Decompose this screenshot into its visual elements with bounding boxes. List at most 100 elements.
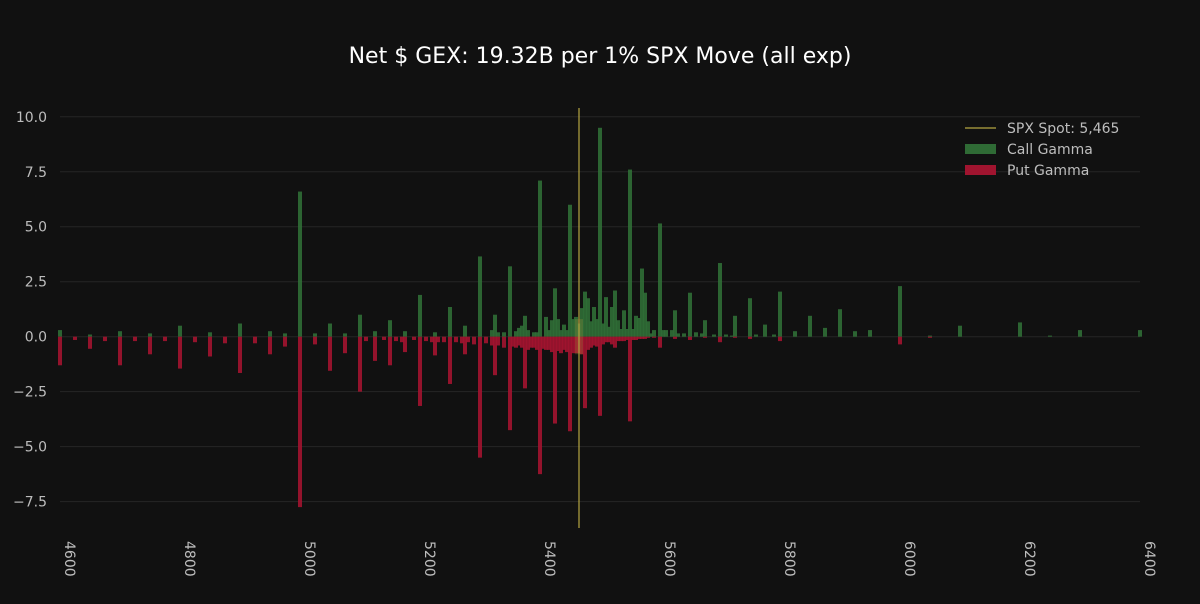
put-gamma-bar [547,336,551,350]
put-gamma-bar [613,336,617,348]
x-tick-label: 6200 [1021,541,1037,577]
call-gamma-bar [718,263,722,337]
put-gamma-bar [628,336,632,422]
put-gamma-bar [283,336,287,347]
call-gamma-bar [625,328,629,337]
put-gamma-bar [268,336,272,355]
call-gamma-bar [661,330,665,337]
call-gamma-bar [634,315,638,337]
call-gamma-bar [682,333,686,337]
put-gamma-bar [424,336,428,342]
call-gamma-bar [418,294,422,337]
call-gamma-bar [328,323,332,337]
put-gamma-bar [466,336,470,343]
call-gamma-bar [556,319,560,337]
call-gamma-bar [688,292,692,337]
call-gamma-bar [595,319,599,337]
call-gamma-bar [526,330,530,337]
call-gamma-bar [1138,330,1142,337]
legend-label: Put Gamma [1007,163,1089,179]
y-tick-label: −5.0 [13,440,47,456]
call-gamma-bar [496,332,500,337]
call-gamma-bar [631,328,635,337]
call-gamma-bar [463,325,467,337]
put-gamma-bar [529,336,533,348]
put-gamma-bar [394,336,398,342]
call-gamma-bar [568,204,572,337]
call-gamma-bar [544,316,548,337]
put-gamma-bar [523,336,527,389]
call-gamma-bar [772,334,776,337]
call-gamma-bar [619,328,623,337]
put-gamma-bar [553,336,557,424]
call-gamma-bar [616,320,620,337]
call-gamma-bar [703,320,707,337]
call-gamma-bar [343,333,347,337]
call-gamma-bar [793,331,797,337]
call-gamma-bar [649,333,653,337]
put-gamma-bar [589,336,593,348]
put-gamma-bar [178,336,182,369]
put-gamma-bar [565,336,569,353]
put-gamma-bar [778,336,782,342]
put-gamma-bar [418,336,422,406]
x-tick-label: 4800 [181,541,197,577]
call-gamma-bar [1018,322,1022,337]
call-gamma-bar [388,320,392,337]
call-gamma-bar [283,333,287,337]
bars [58,127,1142,508]
call-gamma-bar [520,325,524,337]
legend-call-swatch [965,144,996,154]
call-gamma-bar [700,333,704,337]
put-gamma-bar [688,336,692,340]
call-gamma-bar [613,290,617,337]
put-gamma-bar [490,336,494,346]
call-gamma-bar [823,327,827,337]
call-gamma-bar [403,331,407,337]
x-tick-label: 6400 [1141,541,1157,577]
call-gamma-bar [547,330,551,337]
put-gamma-bar [640,336,644,339]
put-gamma-bar [478,336,482,458]
put-gamma-bar [454,336,458,343]
put-gamma-bar [562,336,566,350]
call-gamma-bar [571,319,575,337]
call-gamma-bar [58,330,62,337]
call-gamma-bar [637,318,641,337]
put-gamma-bar [559,336,563,354]
call-gamma-bar [559,330,563,337]
call-gamma-bar [589,321,593,337]
put-gamma-bar [550,336,554,353]
call-gamma-bar [763,324,767,337]
put-gamma-bar [598,336,602,416]
call-gamma-bar [598,127,602,337]
put-gamma-bar [556,336,560,351]
put-gamma-bar [610,336,614,345]
call-gamma-bar [148,333,152,337]
call-gamma-bar [592,307,596,337]
put-gamma-bar [898,336,902,345]
put-gamma-bar [646,336,650,338]
call-gamma-bar [778,291,782,337]
call-gamma-bar [532,332,536,337]
legend-label: Call Gamma [1007,142,1093,158]
put-gamma-bar [748,336,752,339]
put-gamma-bar [568,336,572,432]
put-gamma-bar [607,336,611,343]
put-gamma-bar [733,336,737,338]
call-gamma-bar [928,335,932,337]
call-gamma-bar [490,330,494,337]
call-gamma-bar [1078,330,1082,337]
put-gamma-bar [118,336,122,366]
x-tick-label: 5400 [541,541,557,577]
call-gamma-bar [646,321,650,337]
put-gamma-bar [535,336,539,350]
put-gamma-bar [163,336,167,342]
put-gamma-bar [526,336,530,350]
call-gamma-bar [640,268,644,337]
call-gamma-bar [538,180,542,337]
put-gamma-bar [193,336,197,343]
put-gamma-bar [433,336,437,356]
put-gamma-bar [496,336,500,346]
